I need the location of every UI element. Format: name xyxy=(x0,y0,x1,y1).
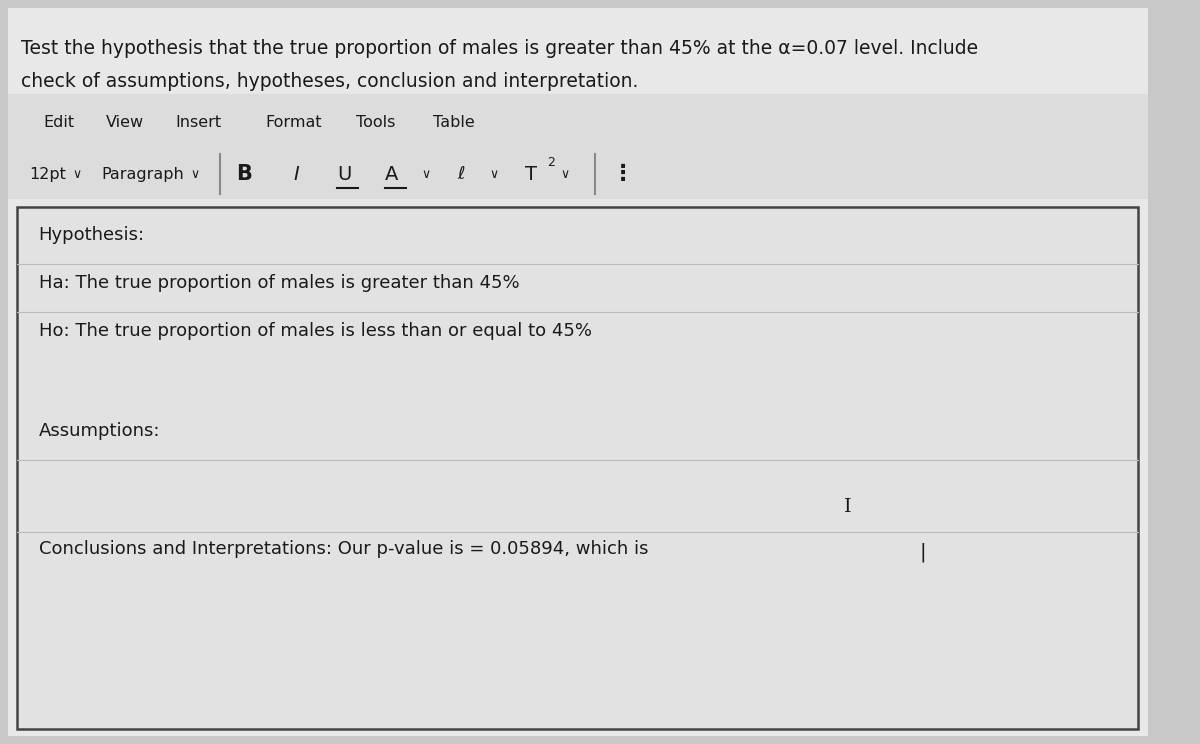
Text: Assumptions:: Assumptions: xyxy=(38,422,160,440)
Text: View: View xyxy=(106,115,144,129)
Text: ∨: ∨ xyxy=(422,167,431,181)
Text: ∨: ∨ xyxy=(72,167,82,181)
Text: Hypothesis:: Hypothesis: xyxy=(38,226,145,244)
Text: 2: 2 xyxy=(547,155,554,168)
Text: Edit: Edit xyxy=(43,115,74,129)
FancyBboxPatch shape xyxy=(7,8,1148,736)
Text: I: I xyxy=(844,498,852,516)
Text: I: I xyxy=(294,164,300,184)
Text: 12pt: 12pt xyxy=(29,167,66,182)
Text: |: | xyxy=(920,542,926,562)
Text: T: T xyxy=(524,164,536,184)
FancyBboxPatch shape xyxy=(7,149,1148,199)
Text: Ho: The true proportion of males is less than or equal to 45%: Ho: The true proportion of males is less… xyxy=(38,322,592,340)
Text: ∨: ∨ xyxy=(191,167,200,181)
Text: ∨: ∨ xyxy=(560,167,570,181)
Text: Ha: The true proportion of males is greater than 45%: Ha: The true proportion of males is grea… xyxy=(38,274,520,292)
Text: A: A xyxy=(385,164,398,184)
FancyBboxPatch shape xyxy=(7,94,1148,149)
Text: Paragraph: Paragraph xyxy=(101,167,184,182)
Text: Tools: Tools xyxy=(356,115,396,129)
Text: Test the hypothesis that the true proportion of males is greater than 45% at the: Test the hypothesis that the true propor… xyxy=(22,39,978,58)
FancyBboxPatch shape xyxy=(17,207,1139,729)
Text: U: U xyxy=(337,164,352,184)
Text: ⋮: ⋮ xyxy=(612,164,634,184)
Text: Insert: Insert xyxy=(175,115,222,129)
Text: Table: Table xyxy=(433,115,475,129)
Text: check of assumptions, hypotheses, conclusion and interpretation.: check of assumptions, hypotheses, conclu… xyxy=(22,72,638,91)
Text: Format: Format xyxy=(265,115,322,129)
Text: Conclusions and Interpretations: Our p-value is = 0.05894, which is: Conclusions and Interpretations: Our p-v… xyxy=(38,540,648,558)
Text: B: B xyxy=(236,164,252,184)
Text: ℓ: ℓ xyxy=(457,165,464,183)
Text: ∨: ∨ xyxy=(490,167,498,181)
